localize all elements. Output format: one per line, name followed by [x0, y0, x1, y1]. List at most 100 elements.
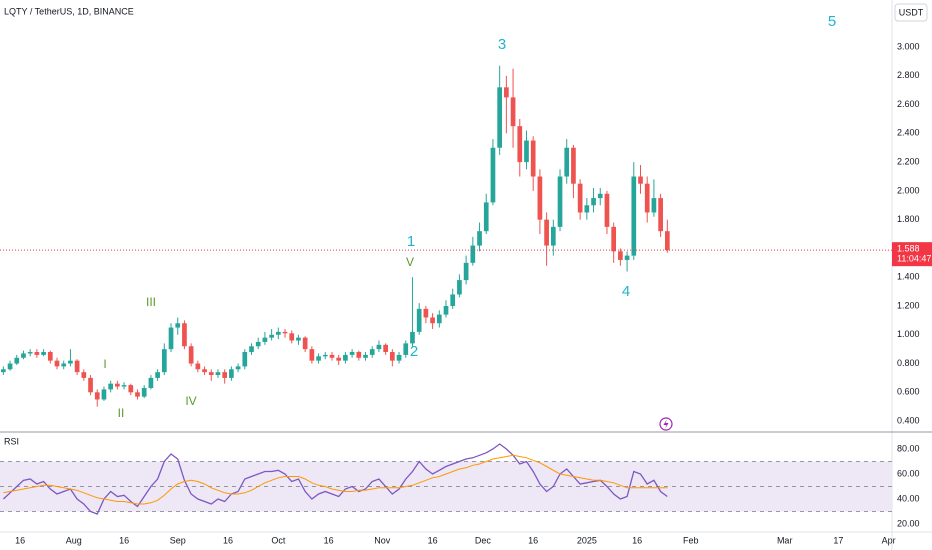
candle-body — [436, 314, 442, 324]
candle-body — [322, 354, 328, 357]
rsi-line — [2, 443, 668, 515]
x-tick-label: 16 — [223, 535, 233, 545]
rsi-tick-label: 20.00 — [897, 518, 920, 528]
candle-body — [644, 183, 650, 213]
symbol-title: LQTY / TetherUS, 1D, BINANCE — [4, 6, 134, 16]
candle-body — [47, 352, 53, 361]
wave-label: III — [146, 295, 156, 309]
candle-body — [1, 369, 6, 373]
candle-body — [564, 147, 570, 177]
candle-body — [302, 337, 308, 350]
candle-body — [544, 219, 549, 246]
candle-body — [141, 387, 147, 397]
x-tick-label: Apr — [882, 535, 896, 545]
candle-body — [463, 262, 469, 281]
candle-body — [524, 140, 529, 163]
candle-body — [450, 294, 456, 306]
candle-body — [296, 337, 301, 341]
candle-body — [282, 331, 288, 334]
candle-body — [41, 352, 46, 355]
candle-body — [182, 323, 187, 347]
candle-body — [121, 385, 127, 387]
candle-body — [202, 369, 207, 373]
candle-body — [416, 308, 422, 332]
wave-label: I — [103, 357, 106, 371]
candle-body — [510, 97, 516, 127]
candle-body — [81, 372, 87, 378]
x-tick-label: Nov — [374, 535, 391, 545]
candle-body — [383, 344, 388, 353]
candle-body — [27, 352, 33, 354]
candle-body — [389, 352, 395, 361]
candle-body — [255, 341, 261, 347]
candle-body — [497, 87, 503, 148]
wave-label: 5 — [828, 13, 836, 30]
candle-body — [611, 226, 617, 252]
y-tick-label: 3.000 — [897, 41, 920, 51]
candle-body — [135, 392, 140, 397]
candle-body — [14, 357, 20, 364]
candle-body — [349, 352, 355, 355]
rsi-title: RSI — [4, 436, 19, 446]
candle-body — [108, 383, 114, 390]
y-tick-label: 1.000 — [897, 329, 920, 339]
y-tick-label: 2.200 — [897, 157, 920, 167]
unit-button[interactable] — [894, 3, 928, 22]
wave-label: 2 — [410, 343, 418, 360]
x-tick-label: Aug — [66, 535, 82, 545]
candle-body — [208, 372, 214, 376]
wave-label: V — [406, 255, 414, 269]
last-price-label: 1.588 — [897, 244, 920, 254]
candle-body — [21, 353, 26, 358]
candle-body — [222, 372, 228, 378]
candle-body — [638, 176, 643, 184]
candle-body — [68, 360, 73, 364]
candle-body — [477, 231, 482, 246]
wave-label: 3 — [498, 36, 506, 53]
candle-body — [215, 372, 221, 376]
candle-body — [229, 369, 234, 378]
x-tick-label: 16 — [528, 535, 538, 545]
x-tick-label: 16 — [119, 535, 129, 545]
x-tick-label: Dec — [475, 535, 492, 545]
wave-label: II — [118, 406, 125, 420]
candle-body — [61, 363, 67, 367]
candle-body — [195, 363, 201, 370]
x-tick-label: 16 — [15, 535, 25, 545]
candle-body — [242, 352, 248, 367]
candle-body — [403, 343, 409, 355]
candle-body — [651, 198, 657, 213]
y-tick-label: 2.800 — [897, 70, 920, 80]
candle-body — [376, 344, 382, 350]
candle-body — [94, 392, 100, 400]
candle-body — [571, 147, 576, 184]
countdown-label: 11:04:47 — [897, 254, 931, 264]
candle-body — [550, 226, 556, 246]
candle-body — [7, 363, 13, 370]
alert-icon[interactable] — [659, 417, 673, 431]
candle-body — [54, 360, 60, 367]
unit-label: USDT — [899, 7, 924, 17]
x-tick-label: 16 — [428, 535, 438, 545]
x-tick-label: Oct — [271, 535, 286, 545]
candle-body — [597, 193, 603, 199]
candle-body — [289, 333, 295, 341]
candle-body — [530, 140, 536, 177]
candle-body — [88, 377, 93, 393]
x-tick-label: 16 — [324, 535, 334, 545]
candle-body — [262, 337, 268, 342]
candle-body — [168, 327, 174, 350]
candle-body — [457, 280, 462, 295]
y-tick-label: 2.000 — [897, 185, 920, 195]
candle-body — [430, 317, 435, 324]
candle-body — [504, 87, 509, 98]
x-tick-label: Sep — [170, 535, 186, 545]
candle-body — [128, 385, 134, 393]
candle-body — [269, 334, 274, 338]
x-tick-label: 2025 — [577, 535, 597, 545]
y-tick-label: 1.200 — [897, 300, 920, 310]
candle-body — [557, 176, 563, 227]
rsi-tick-label: 80.00 — [897, 443, 920, 453]
y-tick-label: 0.400 — [897, 415, 920, 425]
